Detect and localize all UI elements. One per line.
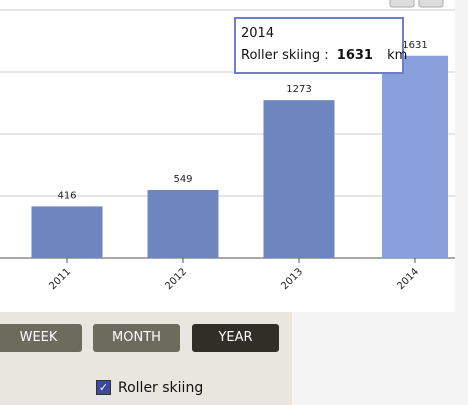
print-icon[interactable] xyxy=(389,0,415,8)
value-label: 549 xyxy=(173,174,192,185)
value-label: 416 xyxy=(57,190,76,201)
bar xyxy=(263,100,335,258)
x-tick-label: 2011 xyxy=(47,266,73,292)
value-label: 1273 xyxy=(286,84,311,95)
tooltip-series: Roller skiing xyxy=(241,48,321,63)
tooltip: 2014 Roller skiing : 1631 km xyxy=(234,17,407,74)
x-tick-label: 2013 xyxy=(279,266,305,292)
tooltip-row: Roller skiing : 1631 km xyxy=(241,48,407,63)
checkbox[interactable]: ✓ xyxy=(96,380,111,395)
value-label: 1631 xyxy=(402,40,427,51)
tooltip-title: 2014 xyxy=(241,26,275,41)
tooltip-separator: : xyxy=(324,48,329,63)
bar xyxy=(31,206,103,258)
bar xyxy=(382,55,448,259)
button[interactable]: YEAR xyxy=(192,324,279,352)
button[interactable]: WEEK xyxy=(0,324,82,352)
legend-label[interactable]: Roller skiing xyxy=(118,380,204,396)
button[interactable]: MONTH xyxy=(93,324,180,352)
bar xyxy=(147,189,219,258)
x-tick-label: 2012 xyxy=(163,266,189,292)
tooltip-unit: km xyxy=(387,48,408,63)
x-tick-label: 2014 xyxy=(395,266,421,292)
tooltip-value: 1631 xyxy=(336,48,373,63)
export-icon[interactable] xyxy=(418,0,444,8)
